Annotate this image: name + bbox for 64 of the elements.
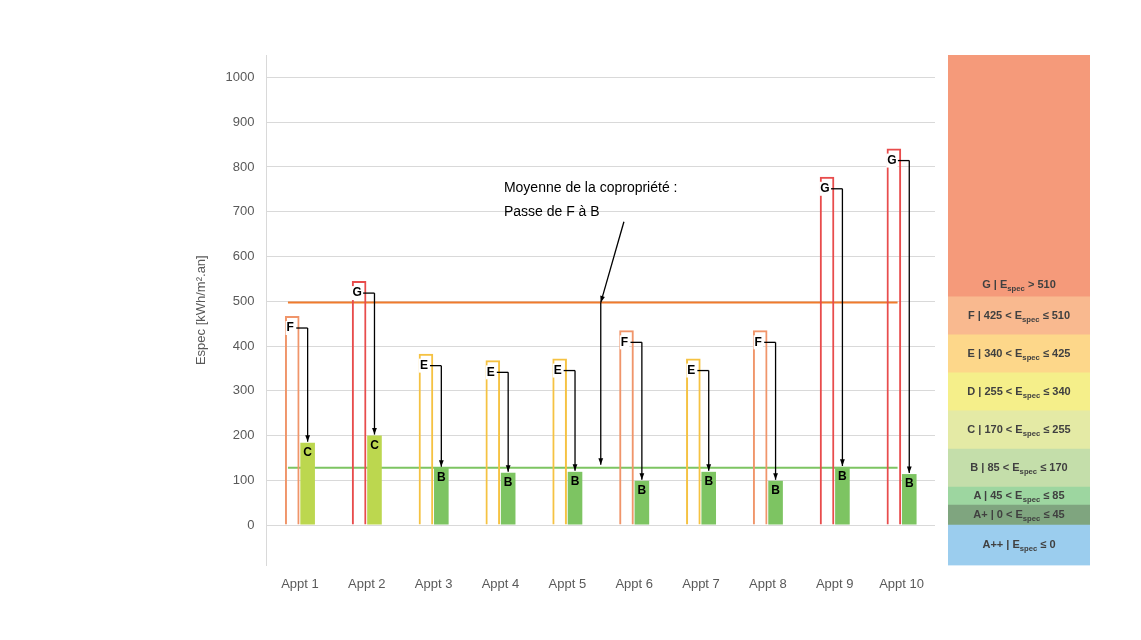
- y-tick-label: 100: [232, 471, 255, 487]
- data-label: C: [370, 437, 380, 452]
- data-label: E: [687, 362, 696, 377]
- x-tick-label: Appt 1: [281, 575, 319, 591]
- data-label: B: [503, 475, 513, 490]
- bar: [752, 330, 768, 525]
- data-label: B: [771, 483, 781, 498]
- y-tick-label: 0: [247, 516, 255, 532]
- bar: [300, 442, 315, 525]
- x-tick-label: Appt 5: [548, 575, 587, 591]
- x-tick-label: Appt 8: [749, 575, 787, 591]
- x-tick-label: Appt 6: [615, 575, 653, 591]
- bar: [701, 471, 717, 525]
- annotation: Moyenne de la copropriété : Passe de F à B: [503, 178, 678, 219]
- x-tick-label: Appt 4: [481, 575, 520, 591]
- bar: [948, 296, 1090, 336]
- data-label: G: [887, 152, 897, 167]
- bar: [948, 55, 1090, 298]
- y-tick-label: 400: [232, 337, 255, 353]
- y-tick-label: 800: [232, 158, 255, 174]
- y-tick-label: 500: [232, 292, 255, 308]
- bar: [686, 358, 701, 525]
- bar: [418, 353, 434, 525]
- data-label: C: [303, 445, 313, 460]
- data-label: F: [754, 334, 762, 349]
- bar: [485, 360, 501, 525]
- x-tick-label: Appt 10: [879, 575, 924, 591]
- y-tick-label: 200: [232, 427, 255, 443]
- data-label: B: [436, 470, 446, 485]
- data-label: B: [704, 474, 714, 489]
- data-label: B: [637, 483, 647, 498]
- bar: [619, 330, 634, 525]
- data-label: F: [620, 334, 629, 349]
- x-tick-label: Appt 9: [815, 575, 854, 591]
- data-label: E: [553, 362, 562, 377]
- x-tick-label: Appt 7: [682, 575, 720, 591]
- bar: [768, 480, 783, 525]
- bar: [901, 474, 917, 525]
- data-label: G: [820, 181, 830, 196]
- bar: [948, 448, 1090, 488]
- y-tick-label: 300: [232, 382, 255, 398]
- y-tick-label: 700: [232, 203, 255, 219]
- data-label: B: [838, 469, 848, 484]
- data-label: E: [486, 364, 495, 379]
- bar: [819, 176, 835, 525]
- bar: [284, 316, 300, 525]
- bar: [948, 524, 1090, 566]
- data-label: B: [570, 474, 580, 489]
- bar: [948, 334, 1090, 374]
- x-tick-label: Appt 3: [414, 575, 453, 591]
- data-label: E: [419, 357, 428, 372]
- y-tick-label: 900: [232, 113, 255, 129]
- data-label: B: [904, 476, 914, 491]
- data-label: G: [352, 285, 362, 300]
- data-label: F: [286, 320, 294, 335]
- bar: [367, 435, 382, 525]
- y-tick-label: 600: [232, 248, 255, 264]
- bar: [948, 410, 1090, 450]
- bar: [886, 148, 902, 525]
- y-axis-title: Espec [kWh/m².an]: [193, 255, 209, 366]
- x-tick-label: Appt 2: [348, 575, 386, 591]
- bar: [552, 358, 567, 525]
- bar: [351, 281, 367, 525]
- y-tick-label: 1000: [225, 68, 255, 84]
